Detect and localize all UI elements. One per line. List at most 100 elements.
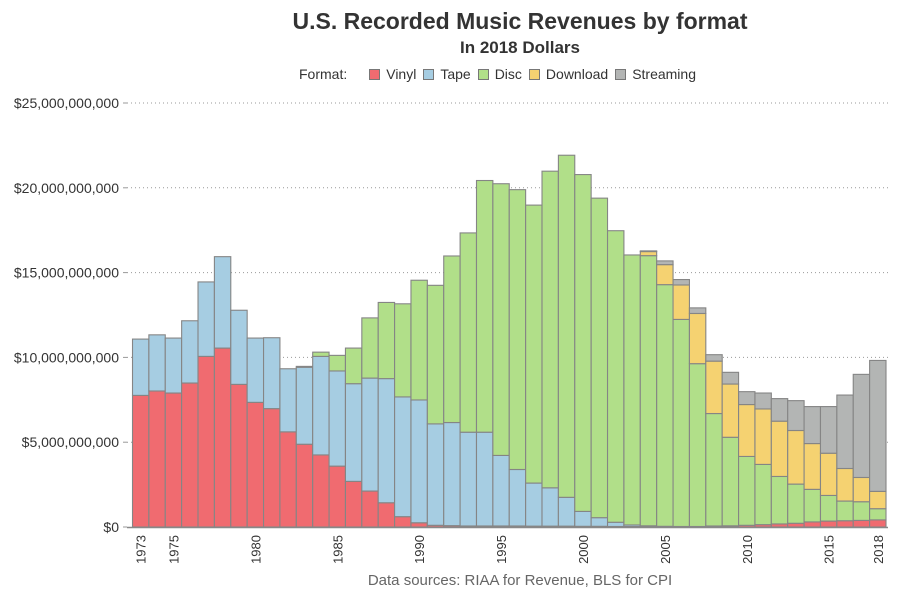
x-tick-label: 1980 <box>248 535 263 564</box>
bar-stack-2017 <box>852 373 871 528</box>
bar-disc-1999 <box>557 154 576 498</box>
x-tick-label: 1990 <box>412 535 427 564</box>
bar-vinyl-1974 <box>148 390 166 528</box>
bar-stack-1995 <box>492 183 510 528</box>
bar-streaming-2013 <box>787 400 805 432</box>
legend-item-streaming: Streaming <box>615 66 696 82</box>
legend-label-tape: Tape <box>440 66 471 82</box>
bar-vinyl-2014 <box>803 521 822 528</box>
y-tick-label: $20,000,000,000 <box>14 180 119 196</box>
bar-stack-2008 <box>705 354 723 528</box>
bar-tape-1977 <box>197 281 215 357</box>
bar-vinyl-2015 <box>819 520 838 528</box>
bar-disc-2004 <box>639 255 658 527</box>
bar-streaming-2005 <box>656 260 674 266</box>
legend-item-vinyl: Vinyl <box>369 66 416 82</box>
bar-stack-1999 <box>557 154 576 528</box>
bar-disc-1996 <box>508 189 527 471</box>
bar-stack-1989 <box>394 303 412 528</box>
bar-tape-1994 <box>475 431 494 527</box>
bar-disc-2008 <box>705 412 723 527</box>
bar-streaming-2004 <box>639 250 658 253</box>
bar-stack-1988 <box>377 301 396 528</box>
bar-disc-1986 <box>344 347 363 385</box>
bar-tape-1995 <box>492 454 510 527</box>
legend-label-vinyl: Vinyl <box>386 66 417 82</box>
bar-tape-1990 <box>410 399 428 524</box>
bar-download-2009 <box>721 383 740 438</box>
bar-streaming-2017 <box>852 373 871 479</box>
y-tick-label: $5,000,000,000 <box>22 434 120 450</box>
bar-tape-2002 <box>606 521 625 528</box>
bar-vinyl-2016 <box>836 520 854 528</box>
bar-disc-2003 <box>623 254 641 526</box>
bar-disc-2013 <box>787 483 805 524</box>
bar-streaming-2012 <box>770 398 789 422</box>
bar-streaming-2014 <box>803 406 822 445</box>
bar-vinyl-1975 <box>164 392 183 528</box>
bar-stack-1987 <box>361 317 379 528</box>
bar-streaming-2015 <box>819 406 838 454</box>
bar-disc-2005 <box>656 284 674 527</box>
x-tick-label: 2005 <box>658 535 673 564</box>
bar-download-2018 <box>869 490 887 510</box>
bar-stack-2007 <box>688 307 707 528</box>
bar-download-2010 <box>738 403 756 457</box>
bar-tape-1980 <box>246 337 265 403</box>
legend-swatch-vinyl <box>369 68 381 80</box>
bar-disc-1993 <box>459 232 478 433</box>
bar-tape-1978 <box>213 256 232 349</box>
bar-vinyl-1984 <box>312 454 330 528</box>
bar-disc-1994 <box>475 179 494 433</box>
bar-vinyl-1980 <box>246 401 265 528</box>
bar-stack-2015 <box>819 406 838 528</box>
bar-disc-2018 <box>869 508 887 521</box>
bar-tape-1979 <box>230 309 248 385</box>
bar-stack-1996 <box>508 189 527 528</box>
bar-stack-2001 <box>590 197 609 528</box>
bar-streaming-2011 <box>754 392 772 410</box>
bar-disc-1991 <box>426 284 445 425</box>
y-tick-label: $0 <box>103 519 119 535</box>
legend-swatch-tape <box>423 68 435 80</box>
bar-stack-1977 <box>197 281 215 528</box>
legend-title: Format: <box>299 66 348 82</box>
bar-disc-2012 <box>770 475 789 525</box>
bar-disc-1985 <box>328 354 346 372</box>
bar-stack-2000 <box>574 174 592 528</box>
x-tick-label: 2000 <box>576 535 591 564</box>
bar-stack-1986 <box>344 347 363 528</box>
bar-download-2007 <box>688 312 707 365</box>
bar-vinyl-1986 <box>344 480 363 528</box>
x-tick-label: 2015 <box>822 535 837 564</box>
bar-stack-1976 <box>181 320 199 528</box>
bar-download-2014 <box>803 443 822 490</box>
bar-tape-1997 <box>525 482 543 527</box>
bar-stack-1983 <box>295 365 314 528</box>
bar-disc-2006 <box>672 318 690 528</box>
y-tick-label: $15,000,000,000 <box>14 265 119 281</box>
x-tick-label: 1985 <box>330 535 345 564</box>
bar-tape-2000 <box>574 510 592 527</box>
bar-download-2006 <box>672 284 690 320</box>
x-tick-label: 1995 <box>494 535 509 564</box>
bar-tape-1983 <box>295 366 314 445</box>
chart-subtitle: In 2018 Dollars <box>459 38 580 57</box>
bar-stack-2002 <box>606 230 625 528</box>
bar-disc-2002 <box>606 230 625 523</box>
bar-stack-1984 <box>312 351 330 528</box>
bar-vinyl-1987 <box>361 490 379 528</box>
axes: $0 $5,000,000,000 $10,000,000,000 $15,000,0… <box>14 95 888 564</box>
bar-stack-2005 <box>656 260 674 528</box>
bar-tape-1989 <box>394 396 412 518</box>
bar-streaming-2009 <box>721 371 740 385</box>
bar-stack-1978 <box>213 256 232 528</box>
bar-disc-1983 <box>295 365 314 368</box>
bar-vinyl-1990 <box>410 522 428 528</box>
bar-vinyl-1977 <box>197 355 215 528</box>
bar-tape-2001 <box>590 517 609 527</box>
x-tick-label: 1973 <box>134 535 149 564</box>
bar-download-2017 <box>852 476 871 503</box>
bar-disc-2001 <box>590 197 609 519</box>
bar-tape-1996 <box>508 468 527 527</box>
